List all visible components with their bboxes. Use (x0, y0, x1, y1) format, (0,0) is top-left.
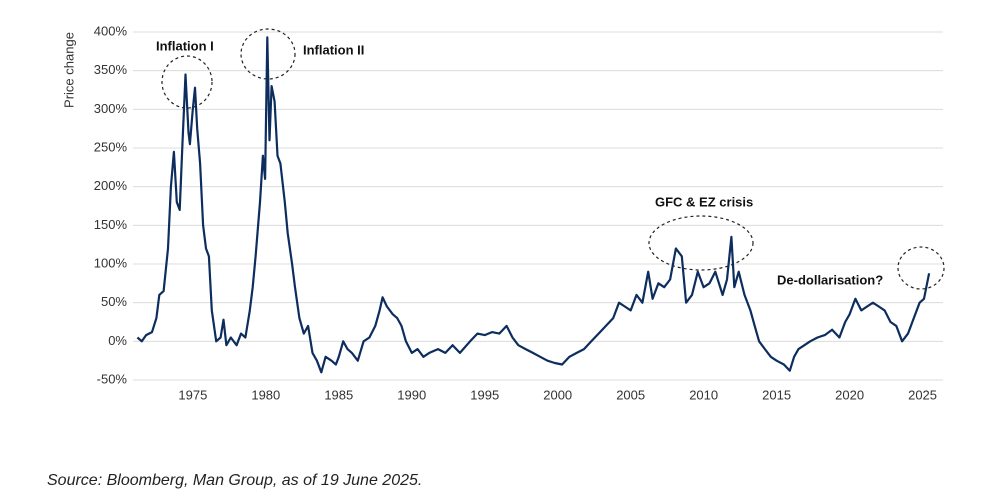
x-tick-label: 1990 (397, 387, 426, 402)
y-tick-label: 50% (101, 294, 127, 309)
annotation-circle (897, 246, 945, 290)
annotation-circle (240, 28, 296, 80)
x-tick-label: 2025 (908, 387, 937, 402)
annotation: Inflation I (156, 38, 214, 53)
x-tick-label: 1980 (251, 387, 280, 402)
y-tick-label: 300% (94, 101, 128, 116)
y-axis-label: Price change (61, 32, 76, 108)
y-tick-label: 400% (94, 23, 128, 38)
y-tick-label: 100% (94, 255, 128, 270)
y-tick-label: 150% (94, 217, 128, 232)
y-tick-label: 0% (108, 333, 127, 348)
y-tick-label: 200% (94, 178, 128, 193)
annotation: Inflation II (303, 42, 364, 57)
x-tick-label: 2010 (689, 387, 718, 402)
x-tick-label: 1975 (178, 387, 207, 402)
price-line (136, 36, 931, 374)
annotation: De-dollarisation? (777, 272, 883, 287)
x-tick-label: 1995 (470, 387, 499, 402)
x-tick-label: 2000 (543, 387, 572, 402)
x-tick-label: 2020 (835, 387, 864, 402)
x-tick-label: 1985 (324, 387, 353, 402)
source-note: Source: Bloomberg, Man Group, as of 19 J… (47, 472, 422, 489)
annotation: GFC & EZ crisis (655, 194, 753, 209)
x-tick-label: 2015 (762, 387, 791, 402)
annotation-circle (648, 215, 754, 271)
annotation-circle (161, 55, 213, 109)
y-tick-label: -50% (97, 371, 128, 386)
y-tick-label: 350% (94, 62, 128, 77)
y-tick-label: 250% (94, 139, 128, 154)
x-tick-label: 2005 (616, 387, 645, 402)
